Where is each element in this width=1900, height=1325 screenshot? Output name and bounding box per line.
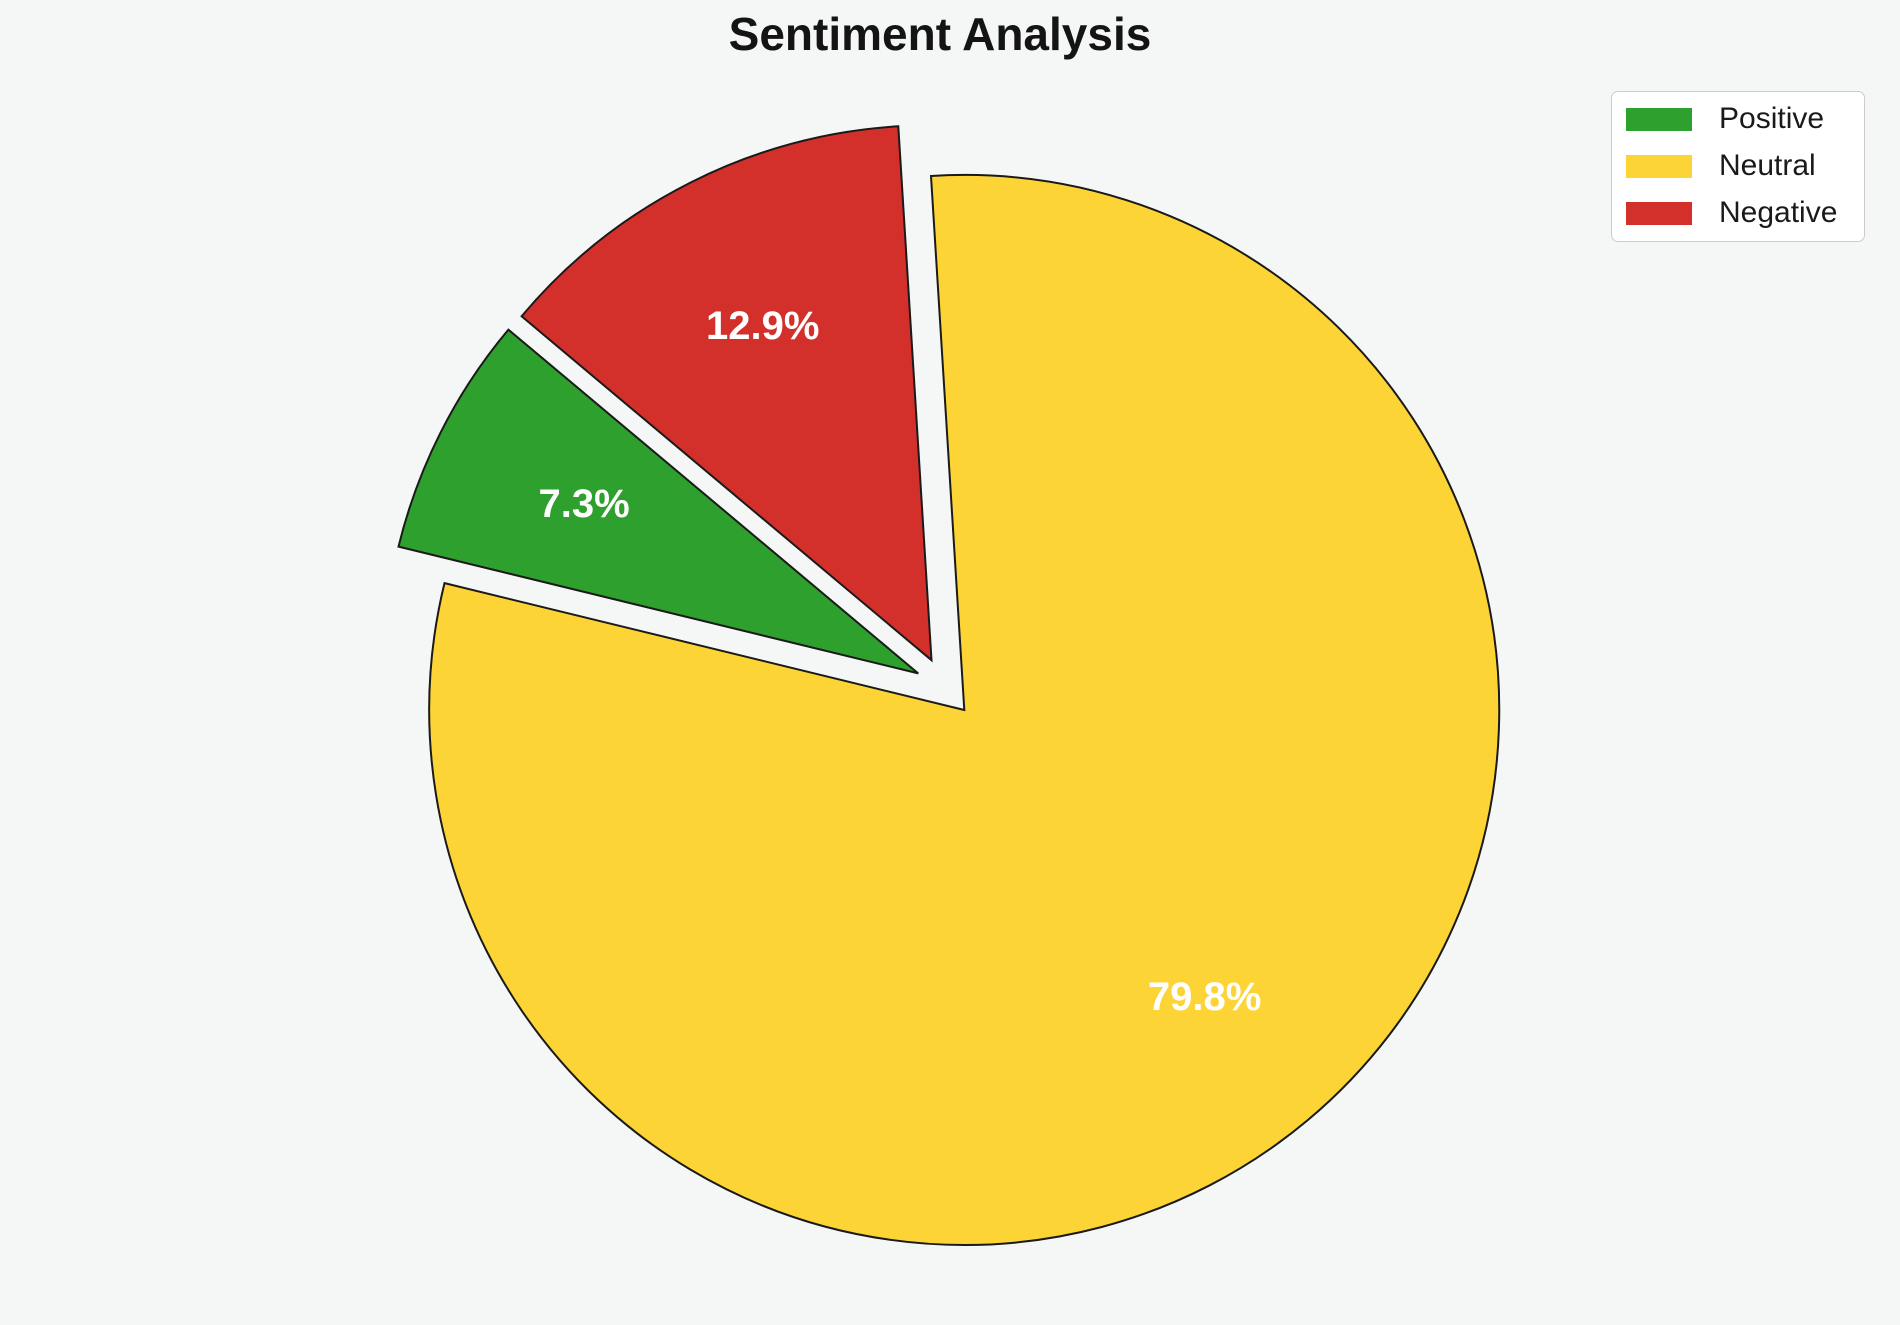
slice-percent-label-neutral: 79.8% <box>1148 975 1261 1019</box>
legend-swatch-negative-icon <box>1626 201 1692 225</box>
legend-label-negative: Negative <box>1719 196 1838 229</box>
legend-swatch-positive-icon <box>1626 107 1692 131</box>
pie-slice-neutral <box>428 173 1501 1246</box>
pie-slice-positive <box>397 328 919 675</box>
legend-item-neutral: Neutral <box>1626 144 1850 188</box>
legend-label-positive: Positive <box>1719 102 1825 135</box>
legend-swatch-neutral-icon <box>1626 154 1692 178</box>
slice-percent-label-positive: 7.3% <box>539 482 630 526</box>
legend-item-positive: Positive <box>1626 97 1850 141</box>
slice-percent-label-negative: 12.9% <box>706 304 819 348</box>
chart-title: Sentiment Analysis <box>728 8 1152 60</box>
pie-slice-negative <box>520 125 933 663</box>
legend-item-negative: Negative <box>1626 191 1850 235</box>
legend: Positive Neutral Negative <box>1611 91 1865 242</box>
legend-label-neutral: Neutral <box>1719 149 1816 182</box>
